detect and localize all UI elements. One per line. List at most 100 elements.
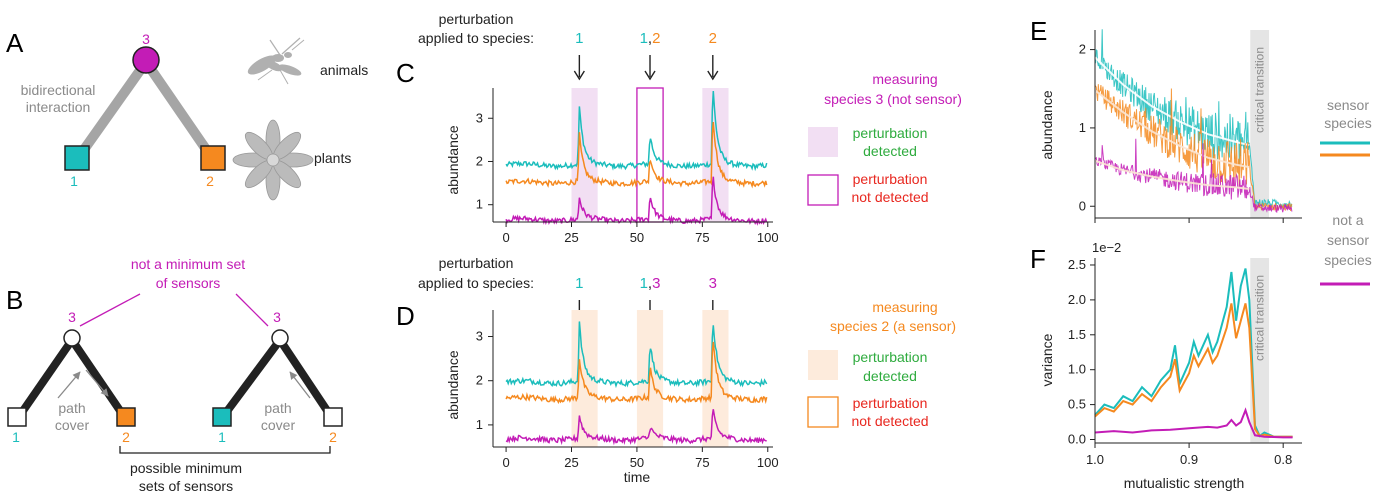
x-tick-label: 50 — [630, 230, 644, 245]
legend-not-2: sensor — [1327, 232, 1369, 248]
f-scale-label: 1e−2 — [1092, 240, 1121, 255]
path-cover-left-2: cover — [55, 417, 90, 433]
path-cover-arrow-left-up — [57, 371, 81, 399]
node-2-label: 2 — [206, 173, 214, 189]
series-line — [1094, 303, 1293, 438]
left-node-3 — [63, 329, 81, 347]
perturbation-species-label: 1 — [575, 30, 583, 47]
d-pert-line1: perturbation — [439, 255, 514, 271]
d-plot: 1 2 3 0 25 50 75 100 — [476, 310, 779, 470]
series-3-line — [505, 409, 767, 446]
d-legend-detected-2: detected — [863, 368, 917, 384]
x-tick-label: 50 — [630, 455, 644, 470]
x-tick-label: 25 — [564, 455, 578, 470]
c-plot: 1 2 3 0 25 50 75 100 — [476, 87, 779, 245]
perturbation-arrowhead — [707, 70, 719, 81]
critical-transition-band — [1250, 30, 1270, 218]
detected-window — [702, 88, 729, 222]
series-1-line — [505, 321, 768, 389]
left-node-2-label: 2 — [122, 429, 130, 445]
path-cover-left-1: path — [58, 400, 85, 416]
legend-sensor-2: species — [1324, 115, 1371, 131]
edge-1-3 — [73, 59, 151, 161]
series-mean-line — [1094, 56, 1250, 147]
y-tick-label: 2.0 — [1068, 292, 1086, 307]
y-tick-label: 1 — [476, 417, 483, 432]
panel-c-letter: C — [396, 58, 415, 88]
edge-left-2-3 — [68, 337, 129, 421]
series-2-line — [505, 122, 768, 189]
species-id: 2 — [652, 30, 660, 47]
species-id: 3 — [709, 275, 717, 292]
d-pert-line2: applied to species: — [418, 275, 534, 291]
perturbation-species-label: 1,2 — [640, 30, 661, 47]
y-tick-label: 2.5 — [1068, 257, 1086, 272]
species-id: 2 — [709, 30, 717, 47]
c-measure-line1: measuring — [872, 71, 937, 87]
y-tick-label: 0.5 — [1068, 397, 1086, 412]
d-measure-line1: measuring — [872, 299, 937, 315]
left-node-2 — [116, 407, 136, 427]
species-id: 1 — [575, 30, 583, 47]
d-legend-not-1: perturbation — [853, 395, 928, 411]
left-node-3-label: 3 — [68, 309, 76, 325]
e-ylabel: abundance — [1039, 90, 1055, 160]
panel-f: F 1e−2 critical transition 0.0 0.5 1.0 1.5 2.… — [1030, 240, 1302, 491]
panel-b-letter: B — [6, 285, 23, 315]
series-2-line — [505, 341, 768, 405]
interaction-label-2: interaction — [26, 99, 91, 115]
callout-line-right — [235, 293, 269, 327]
not-minimum-line2: of sensors — [156, 275, 221, 291]
d-legend-detected-1: perturbation — [853, 349, 928, 365]
x-tick-label: 0.8 — [1274, 452, 1292, 467]
c-legend-not-2: not detected — [851, 189, 928, 205]
node-3-label: 3 — [142, 31, 150, 47]
c-legend-detected-1: perturbation — [853, 125, 928, 141]
c-legend-not-detected-swatch — [807, 174, 839, 206]
detected-window — [702, 310, 729, 447]
edge-right-2-3 — [276, 337, 336, 421]
perturbation-species-label: 2 — [709, 30, 717, 47]
panel-e-letter: E — [1030, 16, 1047, 46]
d-legend-detected-swatch — [808, 350, 838, 380]
panel-a: A 3 1 2 bidirectional interaction animal… — [6, 28, 368, 201]
perturbation-arrowhead — [573, 70, 585, 81]
x-tick-label: 0 — [502, 455, 509, 470]
right-node-1-label: 1 — [218, 429, 226, 445]
x-tick-label: 100 — [757, 230, 779, 245]
x-tick-label: 100 — [757, 455, 779, 470]
edge-2-3 — [141, 59, 217, 161]
c-ylabel: abundance — [445, 125, 461, 195]
panel-d: D perturbation applied to species: 1 1,3 3… — [396, 255, 956, 485]
species-id: 1 — [640, 30, 648, 47]
perturbation-species-label: 1,3 — [640, 275, 661, 292]
y-tick-label: 1 — [1079, 120, 1086, 135]
legend-sensor-1: sensor — [1327, 97, 1369, 113]
interaction-label-1: bidirectional — [21, 82, 96, 98]
left-node-1-label: 1 — [12, 429, 20, 445]
right-node-2-label: 2 — [329, 429, 337, 445]
x-tick-label: 25 — [564, 230, 578, 245]
critical-transition-label: critical transition — [1253, 275, 1267, 361]
x-tick-label: 0.9 — [1180, 452, 1198, 467]
panel-a-letter: A — [6, 28, 24, 58]
y-tick-label: 1 — [476, 197, 483, 212]
panel-f-letter: F — [1030, 244, 1046, 274]
right-node-3 — [271, 329, 289, 347]
critical-transition-label: critical transition — [1253, 47, 1267, 133]
perturbation-species-label: 1 — [575, 275, 583, 292]
insect-icon — [247, 37, 305, 85]
species-id: 1 — [640, 275, 648, 292]
y-tick-label: 2 — [476, 153, 483, 168]
species-id: , — [648, 30, 652, 47]
f-ylabel: variance — [1039, 333, 1055, 386]
series-line — [1094, 407, 1293, 439]
y-tick-label: 3 — [476, 110, 483, 125]
possible-minimum-line2: sets of sensors — [139, 478, 233, 494]
x-tick-label: 0 — [502, 230, 509, 245]
d-legend-not-detected-swatch — [807, 396, 839, 428]
detected-window — [571, 88, 598, 222]
perturbation-arrowhead — [644, 70, 656, 81]
panel-b: B not a minimum set of sensors 3 1 2 pat… — [6, 256, 343, 494]
series-mean-line — [1094, 89, 1250, 169]
